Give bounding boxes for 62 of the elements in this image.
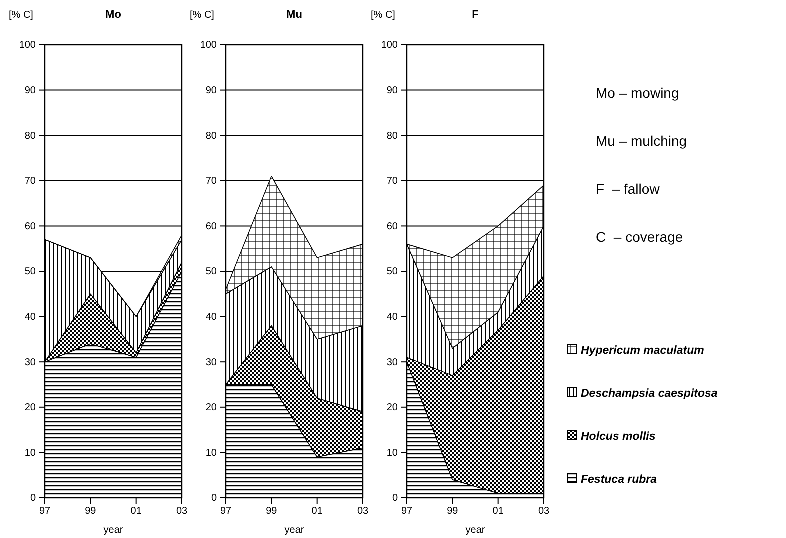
y-tick-label: 100 xyxy=(200,40,218,52)
x-tick-label: 99 xyxy=(266,506,278,518)
y-tick-label: 100 xyxy=(19,40,36,52)
x-tick-label: 03 xyxy=(538,506,550,518)
y-tick-label: 0 xyxy=(211,493,218,504)
y-tick-label: 10 xyxy=(386,448,398,459)
y-tick-label: 20 xyxy=(24,402,36,414)
x-tick-label: 01 xyxy=(130,506,142,518)
legend-label: Festuca rubra xyxy=(581,474,658,486)
x-tick-label: 03 xyxy=(176,506,188,518)
text: F – fallow xyxy=(596,181,661,197)
y-tick-label: 80 xyxy=(24,130,36,142)
y-tick-label: 60 xyxy=(386,221,398,232)
x-axis-title: year xyxy=(284,525,305,536)
x-tick-label: 01 xyxy=(312,506,324,518)
y-tick-label: 50 xyxy=(206,266,218,278)
y-tick-label: 60 xyxy=(24,221,36,232)
y-tick-label: 0 xyxy=(392,493,398,504)
x-tick-label: 97 xyxy=(220,506,232,518)
legend-label: Holcus mollis xyxy=(581,431,656,443)
legend-label: Deschampsia caespitosa xyxy=(581,388,718,400)
y-tick-label: 20 xyxy=(206,402,218,414)
y-tick-label: 80 xyxy=(206,130,218,142)
x-axis-title: year xyxy=(466,525,486,536)
x-tick-label: 99 xyxy=(85,506,97,518)
y-tick-label: 40 xyxy=(24,312,36,323)
y-tick-label: 50 xyxy=(386,266,398,278)
text: Mo – mowing xyxy=(596,85,680,101)
y-axis-title: [% C] xyxy=(371,10,396,21)
x-tick-label: 03 xyxy=(357,506,369,518)
y-axis-title: [% C] xyxy=(9,10,34,21)
y-tick-label: 40 xyxy=(206,312,218,323)
x-axis-title: year xyxy=(104,525,124,536)
text: Mu – mulching xyxy=(596,133,688,149)
text: C – coverage xyxy=(596,229,684,245)
y-tick-label: 30 xyxy=(206,357,218,368)
chart-title: F xyxy=(472,9,480,21)
y-tick-label: 20 xyxy=(386,402,398,414)
chart-title: Mu xyxy=(286,9,302,21)
x-tick-label: 97 xyxy=(39,506,51,518)
y-tick-label: 60 xyxy=(206,221,218,232)
x-tick-label: 01 xyxy=(492,506,504,518)
y-tick-label: 80 xyxy=(386,130,398,142)
y-tick-label: 70 xyxy=(24,176,36,188)
y-tick-label: 70 xyxy=(206,176,218,188)
y-tick-label: 10 xyxy=(206,448,218,459)
y-tick-label: 50 xyxy=(24,266,36,278)
y-tick-label: 90 xyxy=(386,86,398,96)
chart-title: Mo xyxy=(106,9,122,21)
y-tick-label: 10 xyxy=(24,448,36,459)
x-tick-label: 97 xyxy=(401,506,413,518)
y-tick-label: 30 xyxy=(24,357,36,368)
x-tick-label: 99 xyxy=(447,506,459,518)
y-tick-label: 30 xyxy=(386,357,398,368)
y-tick-label: 70 xyxy=(386,176,398,188)
y-tick-label: 40 xyxy=(386,312,398,323)
y-tick-label: 100 xyxy=(381,40,398,52)
y-tick-label: 90 xyxy=(24,86,36,96)
legend-label: Hypericum maculatum xyxy=(581,345,704,357)
y-axis-title: [% C] xyxy=(190,10,215,21)
y-tick-label: 90 xyxy=(206,86,218,96)
y-tick-label: 0 xyxy=(30,493,36,504)
